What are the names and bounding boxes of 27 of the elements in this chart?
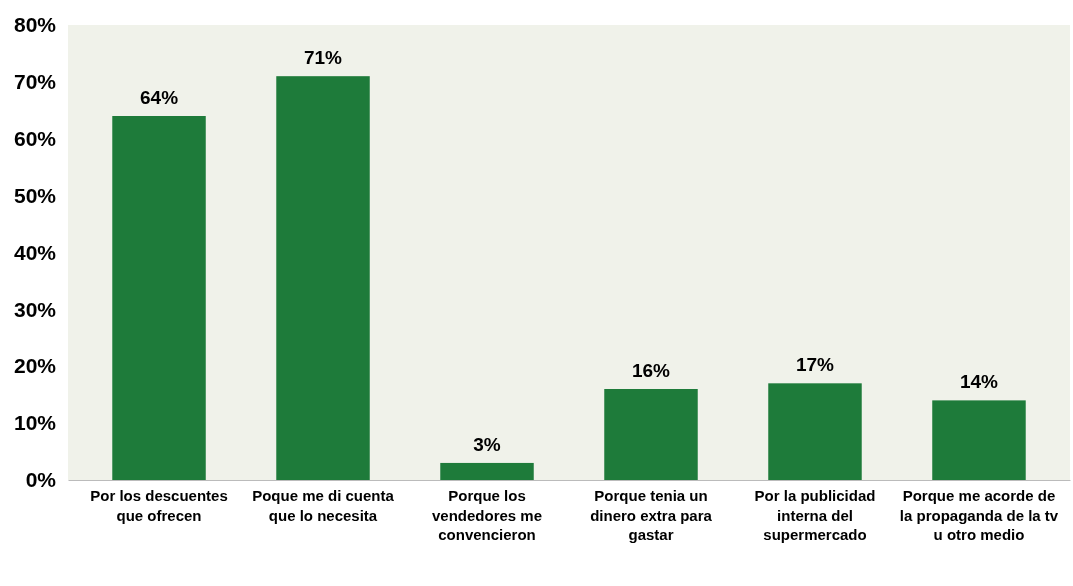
x-tick-label: Por los descuentes que ofrecen — [90, 487, 228, 524]
x-tick-label: Porque me acorde de la propaganda de la tv u otro medio — [899, 487, 1059, 543]
y-tick-label: 50% — [13, 183, 57, 207]
y-tick-label: 20% — [13, 354, 57, 378]
y-tick-label: 40% — [13, 240, 57, 264]
y-tick-label: 80% — [13, 13, 57, 37]
bar — [276, 76, 370, 480]
bar — [112, 116, 206, 480]
data-label: 17% — [795, 354, 835, 376]
bar — [440, 462, 534, 480]
y-tick-label: 0% — [25, 468, 57, 492]
y-tick-label: 70% — [13, 70, 57, 94]
bar — [932, 400, 1026, 480]
y-tick-label: 30% — [13, 297, 57, 321]
data-label: 64% — [140, 87, 179, 108]
x-tick-label: Poque me di cuenta que lo necesita — [252, 487, 395, 524]
y-tick-label: 10% — [13, 411, 57, 435]
data-label: 3% — [473, 433, 501, 455]
y-tick-label: 60% — [13, 126, 57, 150]
data-label: 14% — [959, 371, 999, 393]
x-tick-label: Por la publicidad interna del supermercado — [754, 487, 876, 543]
x-tick-label: Porque tenia un dinero extra para gastar — [590, 487, 713, 543]
x-tick-label: Porque los vendedores me convencieron — [431, 487, 543, 543]
data-label: 16% — [631, 360, 671, 381]
data-label: 71% — [303, 47, 343, 69]
bar — [604, 389, 698, 480]
bar — [768, 383, 862, 480]
